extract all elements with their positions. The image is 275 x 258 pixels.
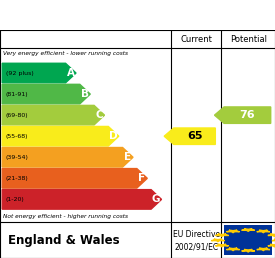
Polygon shape (227, 230, 240, 233)
Polygon shape (2, 168, 147, 188)
Polygon shape (2, 63, 76, 83)
Polygon shape (257, 248, 270, 251)
Text: Energy Efficiency Rating: Energy Efficiency Rating (6, 9, 189, 22)
Text: C: C (95, 110, 103, 120)
Text: EU Directive: EU Directive (173, 230, 220, 239)
Text: (81-91): (81-91) (6, 92, 28, 96)
Polygon shape (2, 84, 90, 104)
Text: (1-20): (1-20) (6, 197, 24, 202)
Polygon shape (2, 148, 133, 167)
Polygon shape (164, 128, 215, 144)
Polygon shape (211, 239, 224, 242)
Text: B: B (81, 89, 89, 99)
Text: Very energy efficient - lower running costs: Very energy efficient - lower running co… (3, 51, 128, 56)
Text: F: F (138, 173, 145, 183)
Polygon shape (2, 190, 161, 209)
Text: (55-68): (55-68) (6, 134, 28, 139)
Polygon shape (272, 239, 275, 242)
Text: E: E (124, 152, 131, 162)
Polygon shape (242, 249, 255, 252)
Text: Current: Current (180, 35, 212, 44)
Text: Potential: Potential (230, 35, 267, 44)
Text: England & Wales: England & Wales (8, 234, 120, 247)
Polygon shape (257, 230, 270, 233)
Polygon shape (242, 229, 255, 231)
Polygon shape (227, 248, 240, 251)
Bar (224, 225, 272, 255)
Polygon shape (268, 234, 275, 236)
Text: D: D (109, 131, 118, 141)
Text: Not energy efficient - higher running costs: Not energy efficient - higher running co… (3, 214, 128, 219)
Text: 76: 76 (240, 110, 255, 120)
Polygon shape (215, 234, 229, 236)
Text: (39-54): (39-54) (6, 155, 28, 160)
Polygon shape (2, 105, 104, 125)
Text: 2002/91/EC: 2002/91/EC (174, 242, 218, 251)
Text: (21-38): (21-38) (6, 176, 28, 181)
Text: (69-80): (69-80) (6, 113, 28, 118)
Polygon shape (215, 244, 229, 247)
Polygon shape (214, 107, 271, 123)
Polygon shape (268, 244, 275, 247)
Text: (92 plus): (92 plus) (6, 70, 33, 76)
Text: G: G (152, 194, 160, 204)
Text: 65: 65 (187, 131, 202, 141)
Polygon shape (2, 126, 119, 146)
Text: A: A (67, 68, 75, 78)
